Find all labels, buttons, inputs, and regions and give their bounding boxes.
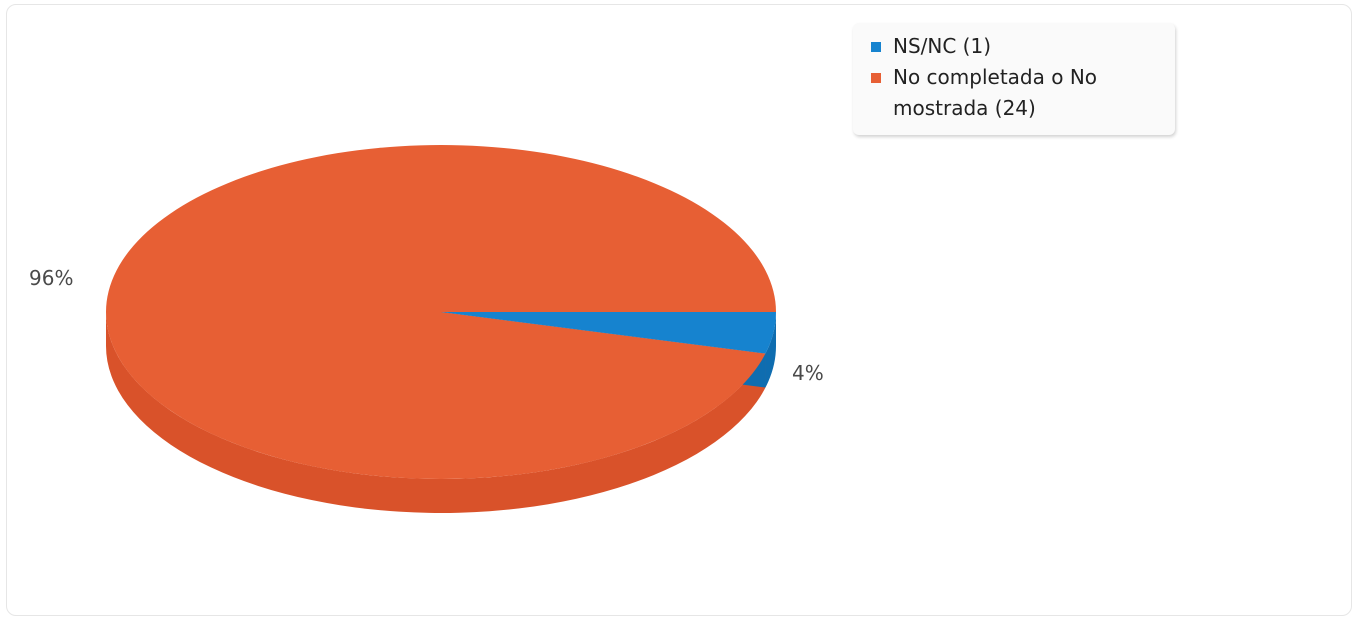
legend-swatch-ns-nc [871,42,881,52]
legend-item-no-completada[interactable]: No completada o No mostrada (24) [871,62,1165,124]
pie-side-ns-nc [765,312,776,388]
legend-swatch-no-completada [871,73,881,83]
percent-label-no-completada: 96% [29,266,73,290]
legend-label-no-completada: No completada o No mostrada (24) [893,65,1098,120]
legend-label-ns-nc: NS/NC (1) [893,34,992,58]
chart-container: 96% 4% NS/NC (1) No completada o No most… [6,4,1352,616]
pie-slice-ns-nc [441,312,776,354]
pie-side-no-completada [106,312,766,513]
legend: NS/NC (1) No completada o No mostrada (2… [853,23,1175,135]
pie-chart: 96% 4% [29,144,824,513]
legend-item-ns-nc[interactable]: NS/NC (1) [871,31,1165,62]
percent-label-ns-nc: 4% [792,361,824,385]
